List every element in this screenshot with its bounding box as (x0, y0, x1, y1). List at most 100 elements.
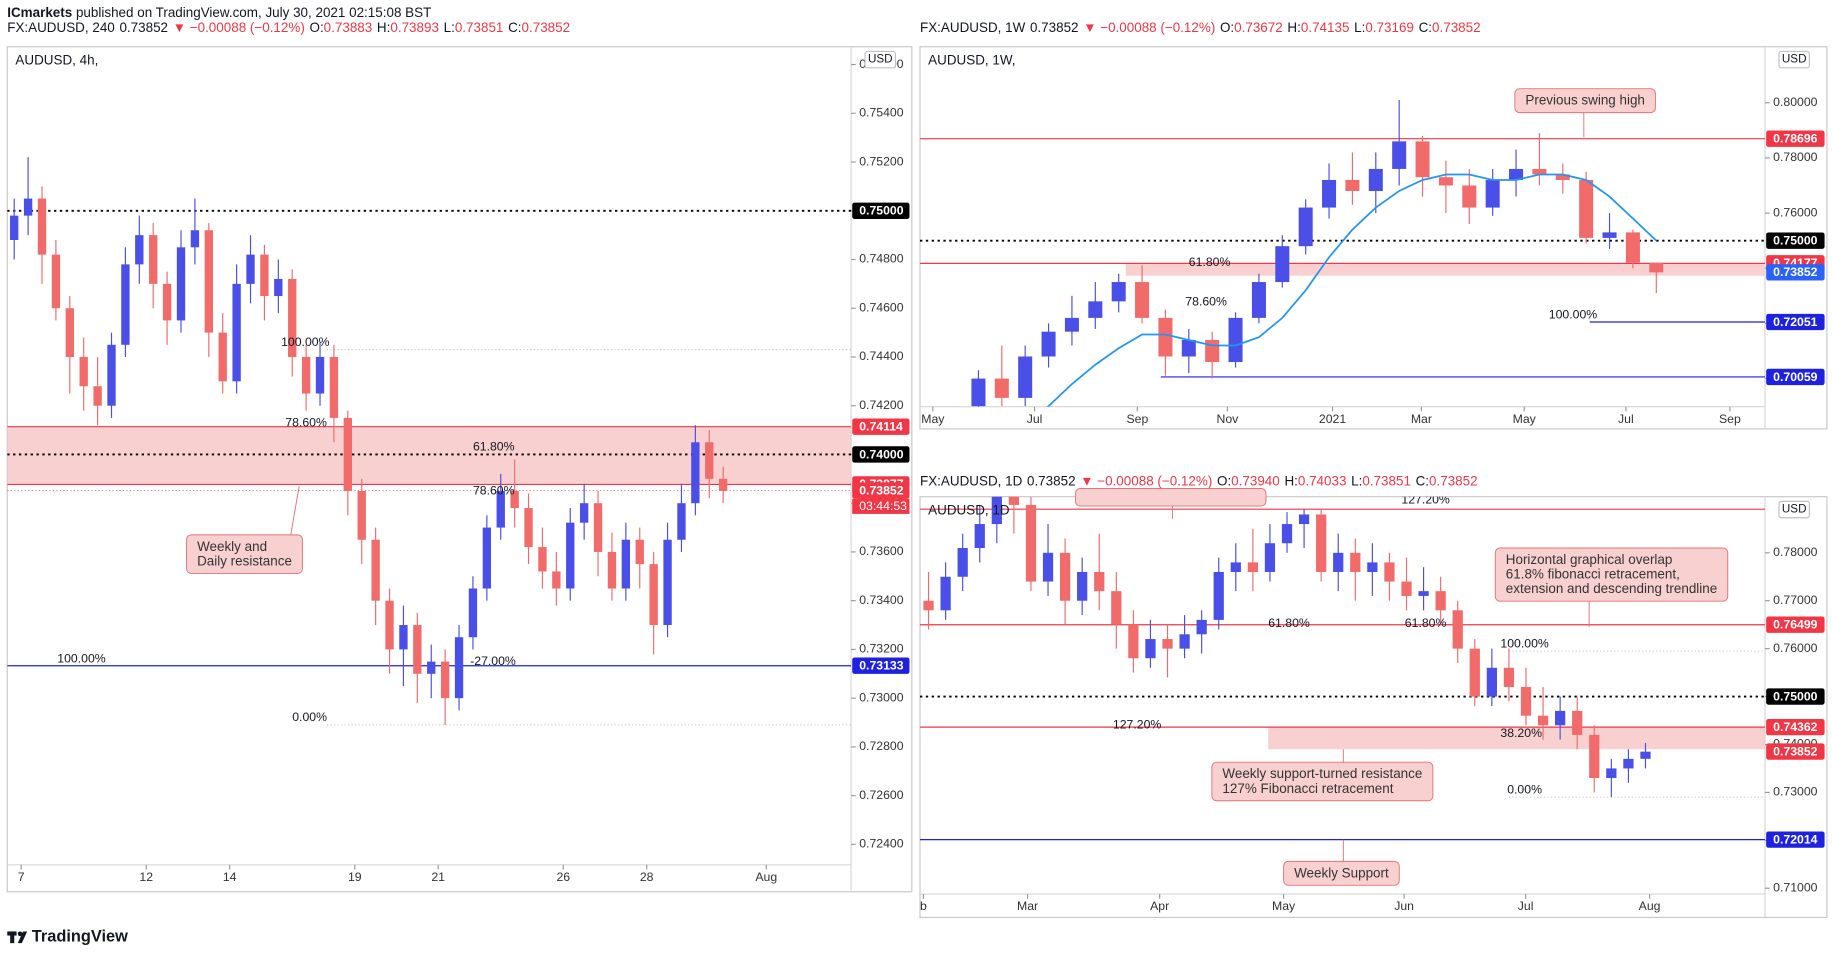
x-tick-label: 7 (18, 870, 25, 884)
cut-note (1074, 488, 1267, 519)
price-tag-label: 0.70059 (1773, 370, 1818, 384)
x-tick-label: 21 (431, 870, 445, 884)
price: 0.73852 (1030, 20, 1079, 35)
x-tick-label: 26 (556, 870, 570, 884)
plot: 127.20% 61.80% 61.80% 100.00% 127.20% 38.20% 0… (920, 496, 1765, 841)
candle-body (991, 496, 1002, 525)
candle-body (218, 332, 227, 382)
candle-body (1128, 624, 1139, 659)
annotation: Previous swing high (1525, 92, 1645, 107)
ohlc-value: 0.73851 (1362, 473, 1411, 488)
candle-body (1298, 207, 1313, 247)
y-tick-label: 0.73200 (859, 642, 904, 656)
price-tag (1766, 718, 1825, 736)
change: ▼ −0.00088 (−0.12%) (173, 20, 305, 35)
x-tick-label: Aug (1639, 899, 1661, 913)
y-tick-label: 0.73600 (859, 544, 904, 558)
candle-body (1145, 639, 1156, 659)
x-tick-label: May (921, 412, 945, 426)
price-tag (1766, 688, 1825, 705)
currency-badge (1778, 50, 1810, 69)
y-tick-label: 0.71000 (1773, 880, 1818, 894)
currency-badge (1778, 500, 1810, 519)
candle-body (1059, 552, 1071, 601)
ohlc-key: H: (377, 20, 390, 35)
published: published on TradingView.com, July 30, 2… (76, 4, 431, 19)
candle-body (468, 588, 478, 638)
price-tag-label: 0.73852 (1773, 265, 1818, 279)
panel (919, 46, 1828, 430)
plot: 61.80% 78.60% 100.00% (920, 99, 1765, 407)
price-tag (1766, 743, 1825, 760)
candle-body (566, 522, 575, 589)
y-tick-label: 0.72600 (859, 788, 904, 802)
ohlc-key: C: (508, 20, 521, 35)
fib-label: 100.00% (57, 652, 106, 666)
candle-body (1213, 571, 1224, 620)
candle-body (482, 527, 492, 589)
y-tick-label: 0.76000 (1773, 205, 1818, 219)
candle-body (121, 264, 130, 345)
price: 0.73852 (119, 20, 168, 35)
candle-body (315, 356, 325, 394)
y-tick-label: 0.72400 (859, 837, 904, 851)
candle-body (1438, 177, 1453, 186)
fib-label: 78.60% (473, 484, 515, 498)
annotation-box (1514, 88, 1656, 114)
zone (7, 426, 852, 485)
candle-body (149, 235, 158, 284)
price-tag-label: 0.73852 (859, 483, 904, 497)
ohlc-value: 0.73893 (390, 20, 439, 35)
y-tick-label: 0.78000 (1773, 150, 1818, 164)
candle-body (176, 247, 186, 321)
price-tag-label: 0.78696 (1773, 132, 1818, 146)
candle-body (357, 491, 366, 540)
annotation-box (1494, 547, 1729, 602)
candle-body (971, 378, 986, 407)
x-tick-label: 19 (348, 870, 362, 884)
candle-body (1401, 581, 1412, 596)
ohlc-value: 0.73672 (1234, 20, 1283, 35)
candle-body (1589, 734, 1600, 779)
x-tick-label: Sep (1719, 412, 1741, 426)
price: 0.73852 (1027, 473, 1076, 488)
annotation-box (1283, 860, 1400, 886)
candle-body (1298, 514, 1310, 525)
candle-body (23, 198, 33, 216)
annotation-line: extension and descending trendline (1506, 581, 1717, 596)
y-tick-label: 0.74400 (859, 349, 904, 363)
candle-body (1077, 571, 1088, 601)
candle-body (1579, 179, 1594, 238)
price-tag (852, 446, 910, 463)
price-tag-label: 0.75000 (1773, 689, 1818, 703)
price-tag-label: 0.75000 (1773, 233, 1818, 247)
x-tick-label: Jul (1618, 412, 1634, 426)
candle-body (10, 215, 19, 241)
candle-body (1018, 356, 1033, 398)
fib-label: 78.60% (1185, 294, 1227, 308)
candle-body (37, 198, 47, 255)
fib-label: 0.00% (292, 710, 327, 724)
candle-body (635, 539, 644, 565)
annotation-line: Weekly Support (1294, 865, 1389, 880)
candle-body (1179, 634, 1190, 649)
price-tag-label: 0.74000 (859, 447, 904, 461)
change: ▼ −0.00088 (−0.12%) (1083, 20, 1215, 35)
candle-body (246, 254, 255, 284)
candle-body (1625, 232, 1640, 263)
candle-body (1230, 562, 1241, 572)
candle-body (1181, 339, 1196, 357)
candle-body (1415, 141, 1430, 178)
candle-body (260, 254, 269, 297)
candle-body (1469, 648, 1480, 697)
candle-body (1486, 667, 1497, 697)
ohlc-key: L: (1354, 20, 1365, 35)
candle-body (1322, 179, 1337, 208)
chart-header: FX:AUDUSD, 240 0.73852 ▼ −0.00088 (−0.12%)… (7, 20, 570, 35)
x-tick-label: Jul (1027, 412, 1043, 426)
currency: USD (1782, 503, 1807, 516)
candle-body (385, 600, 394, 650)
candle-body (1368, 168, 1383, 192)
fib-label: 100.00% (281, 335, 330, 349)
